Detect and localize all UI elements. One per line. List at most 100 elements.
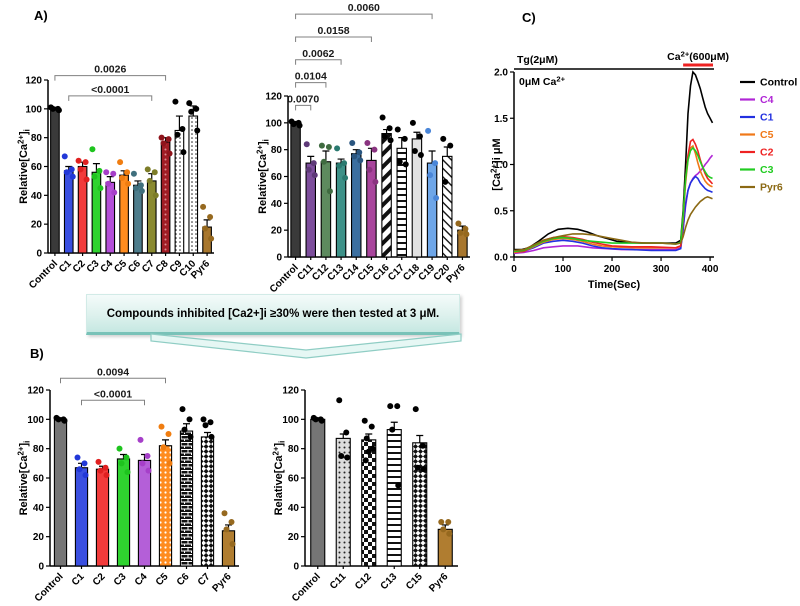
x-category-label: Pyr6 [444, 262, 467, 285]
x-tick-label: 200 [604, 264, 621, 275]
data-point [371, 146, 378, 153]
data-point [172, 98, 179, 105]
bar-C8 [160, 141, 171, 254]
y-tick-label: 80 [271, 145, 283, 156]
data-point [462, 225, 469, 232]
y-tick-label: 80 [288, 444, 300, 455]
bar-C4 [137, 459, 152, 567]
data-point [202, 422, 209, 429]
data-point [229, 541, 236, 547]
data-point [386, 125, 393, 132]
data-point [110, 170, 117, 177]
x-category-label: Control [268, 262, 301, 295]
data-point [357, 157, 364, 164]
panel-c-label: C) [522, 10, 536, 25]
data-point [194, 127, 201, 134]
data-point [74, 454, 81, 461]
bar-C15 [412, 442, 428, 567]
data-point [181, 426, 188, 433]
y-tick-label: 100 [282, 415, 299, 426]
y-axis-title: Relative[Ca2+]i [255, 139, 270, 214]
x-category-label: C15 [404, 571, 425, 592]
data-point [336, 397, 343, 404]
data-point [125, 180, 132, 187]
data-point [158, 423, 165, 430]
legend-label: C2 [760, 147, 774, 159]
data-point [111, 189, 118, 196]
y-tick-label: 40 [271, 199, 283, 210]
y-tick-label: 120 [25, 76, 42, 87]
error-bar [413, 131, 421, 139]
y-tick-label: 1.0 [494, 160, 508, 171]
y-tick-label: 0.5 [494, 206, 508, 217]
bar-Control [50, 108, 60, 254]
data-point [414, 464, 421, 471]
series-C1 [513, 175, 713, 254]
data-point [68, 166, 75, 173]
x-category-label: C6 [175, 571, 192, 588]
data-point [146, 177, 153, 184]
y-axis-title: [Ca2+]i μM [489, 138, 503, 190]
data-point [82, 159, 89, 166]
data-point [343, 429, 350, 436]
data-point [411, 148, 418, 155]
data-point [55, 107, 62, 114]
data-point [61, 153, 68, 160]
data-point [363, 435, 370, 442]
data-point [368, 423, 375, 430]
data-point [91, 173, 98, 180]
data-point [338, 453, 345, 459]
x-category-label: Pyr6 [427, 571, 450, 594]
data-point [105, 180, 112, 187]
x-category-label: C11 [328, 571, 349, 592]
bar-C1 [74, 467, 89, 567]
data-point [95, 458, 102, 465]
significance-bracket [60, 377, 166, 384]
bar-C14 [350, 153, 362, 258]
data-point [160, 444, 167, 451]
data-point [364, 139, 371, 146]
banner-text: Compounds inhibited [Ca2+]i ≥30% were th… [106, 307, 440, 320]
y-tick-label: 20 [31, 220, 43, 231]
data-point [186, 416, 193, 423]
data-point [186, 100, 193, 107]
panel-a-label: A) [34, 8, 48, 23]
data-point [179, 126, 186, 133]
data-point [77, 166, 84, 173]
data-point [188, 108, 195, 115]
data-point [49, 105, 56, 112]
data-point [103, 472, 110, 479]
data-point [389, 426, 396, 433]
data-point [394, 403, 401, 410]
p-value-label: 0.0062 [302, 48, 334, 60]
x-tick-label: 300 [653, 264, 670, 275]
data-point [119, 175, 126, 182]
y-tick-label: 20 [33, 532, 45, 543]
data-point [89, 146, 96, 153]
data-point [445, 519, 452, 525]
significance-bracket [295, 59, 342, 65]
bar-C6 [179, 430, 194, 567]
data-point [137, 182, 144, 189]
x-tick-label: 100 [555, 264, 572, 275]
x-category-label: C1 [70, 571, 87, 588]
panel-c-line-chart: 0 100 200 300 400 0.0 0.5 1.0 1.5 2.0 Time(Sec) [Ca… [489, 50, 797, 292]
data-point [381, 133, 388, 140]
error-bar [162, 439, 169, 446]
y-tick-label: 60 [33, 474, 45, 485]
data-point [387, 403, 394, 410]
y-tick-label: 120 [282, 386, 299, 397]
p-value-label: <0.0001 [94, 388, 132, 400]
data-point [132, 185, 139, 192]
data-point [326, 188, 333, 195]
significance-bracket [295, 13, 433, 20]
data-point [447, 142, 454, 149]
x-tick-label: 400 [702, 264, 719, 275]
legend-label: Control [760, 77, 797, 89]
bar-C20 [441, 155, 453, 258]
data-point [455, 220, 462, 227]
panel-b-label: B) [30, 346, 44, 361]
data-point [151, 169, 158, 176]
